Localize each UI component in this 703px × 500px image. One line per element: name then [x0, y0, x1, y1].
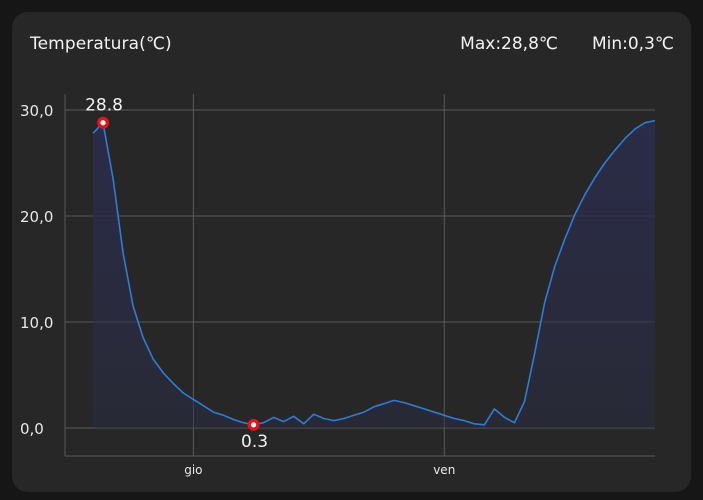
max-temperature: Max:28,8℃ [460, 34, 558, 54]
y-tick-label: 10,0 [20, 314, 53, 332]
axis-layer: 0,0 10,0 20,0 30,0 gio ven [20, 94, 655, 477]
chart-title: Temperatura(℃) [30, 34, 172, 54]
max-value-label: 28.8 [85, 96, 123, 116]
area-layer [93, 120, 655, 428]
x-tick-label: gio [184, 463, 202, 477]
temperature-card: Temperatura(℃) Max:28,8℃ Min:0,3℃ 0,0 10,… [12, 12, 691, 492]
x-tick-label: ven [433, 463, 455, 477]
marker-layer: 28.8 0.3 [85, 96, 268, 452]
temperature-area [93, 120, 655, 428]
min-value-label: 0.3 [241, 432, 268, 452]
line-layer [92, 119, 656, 426]
y-tick-label: 0,0 [20, 420, 44, 438]
temperature-line [92, 119, 656, 426]
y-tick-label: 30,0 [20, 102, 53, 120]
temperature-chart[interactable]: 0,0 10,0 20,0 30,0 gio ven 28.8 0.3 [12, 12, 691, 492]
min-temperature: Min:0,3℃ [591, 34, 674, 54]
y-tick-label: 20,0 [20, 208, 53, 226]
